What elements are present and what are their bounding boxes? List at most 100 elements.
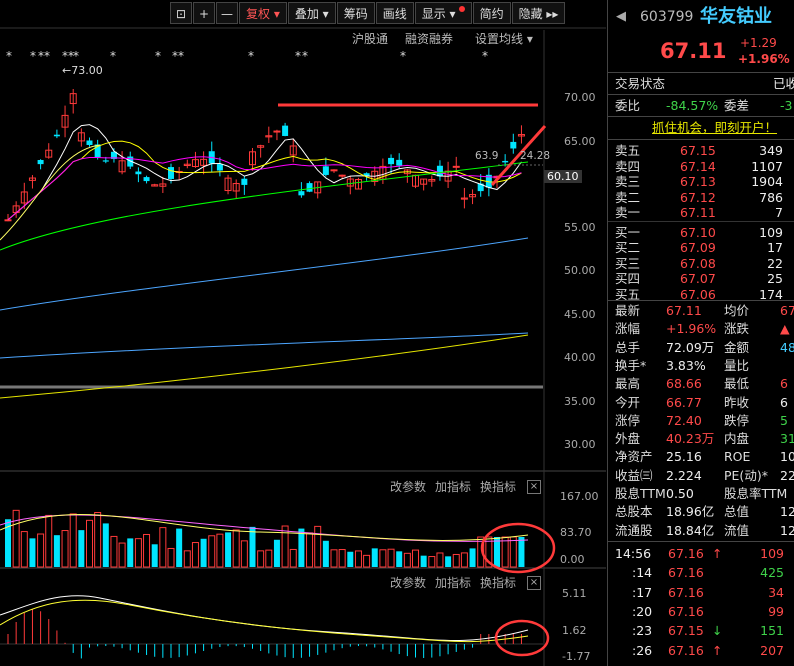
candle-body	[37, 160, 44, 165]
candlestick-chart[interactable]: * * * * * * * * * * * * * * * *	[0, 0, 606, 666]
stat-label: 最新	[615, 303, 641, 318]
volume-bar	[225, 532, 232, 567]
event-marker: *	[6, 49, 12, 63]
candle-body	[53, 134, 60, 137]
candle-body	[330, 169, 338, 172]
volume-bar	[396, 551, 403, 567]
order-price: 67.13	[680, 174, 716, 189]
vol-close-button[interactable]: ×	[527, 480, 541, 494]
stat-label: 净资产	[615, 449, 653, 465]
promo-link[interactable]: 抓住机会，即刻开户！	[652, 120, 778, 135]
stat-label: ROE	[724, 449, 751, 465]
chips-button[interactable]: 筹码	[336, 2, 375, 24]
volume-bar	[314, 525, 322, 568]
volume-bar	[257, 550, 265, 568]
macd-axis-label: -1.77	[562, 650, 591, 663]
candle-body	[241, 178, 248, 185]
stat-label: 跌停	[724, 412, 750, 428]
stat-value: 68.66	[666, 376, 702, 392]
candle-body	[265, 135, 273, 138]
stat-label: 股息率TTM	[724, 486, 788, 501]
order-price: 67.14	[680, 158, 716, 174]
stat-value: 72.09万	[666, 339, 715, 355]
margin-link[interactable]: 融资融券	[405, 32, 454, 46]
candle-body	[232, 183, 240, 192]
order-volume: 1107	[751, 158, 783, 174]
candle-body	[224, 177, 232, 192]
stat-value: 0.50	[666, 486, 694, 501]
macd-close-button[interactable]: ×	[527, 576, 541, 590]
tick-volume: 425	[760, 565, 784, 581]
overlay-menu[interactable]: 叠加 ▾	[287, 2, 336, 24]
price-axis-label: 40.00	[564, 351, 596, 364]
event-marker: *	[482, 49, 488, 63]
volume-bar	[298, 528, 305, 567]
volume-bar	[12, 509, 20, 568]
volume-bar	[436, 552, 444, 568]
display-menu[interactable]: 显示 ▾	[414, 2, 472, 24]
volume-bar	[37, 533, 45, 568]
macd-param-button[interactable]: 改参数	[390, 576, 427, 590]
volume-bar	[78, 530, 85, 567]
macd-add-indicator-button[interactable]: 加指标	[435, 576, 472, 590]
ma-early-line	[0, 144, 101, 241]
macd-switch-indicator-button[interactable]: 换指标	[480, 576, 517, 590]
tick-price: 67.16	[668, 565, 704, 581]
order-level-label: 卖五	[615, 143, 641, 158]
candle-body	[168, 167, 174, 179]
ma-setting-link[interactable]: 设置均线 ▾	[475, 32, 533, 46]
trend-line	[490, 124, 547, 187]
volume-bar	[232, 529, 240, 568]
candle-body	[306, 183, 313, 192]
stock-code: 603799	[640, 9, 694, 25]
stat-value: 10.1	[780, 449, 794, 465]
draw-line-button[interactable]: 画线	[375, 2, 414, 24]
stat-value: 5	[780, 412, 788, 428]
candle-body	[282, 125, 289, 136]
zoom-in-button[interactable]: +	[193, 2, 215, 24]
order-price: 67.09	[680, 240, 716, 255]
stat-value: ▲	[780, 321, 790, 337]
volume-bar	[69, 513, 77, 568]
volume-ma-line	[0, 514, 529, 541]
stat-label: 流通股	[615, 522, 653, 538]
candle-body	[86, 140, 93, 145]
adjust-menu[interactable]: 复权 ▾	[239, 2, 287, 24]
ma20-line	[7, 156, 522, 221]
event-marker: *	[400, 49, 406, 63]
stat-value: 22	[780, 467, 794, 483]
vol-param-button[interactable]: 改参数	[390, 480, 427, 494]
stat-label: PE(动)*	[724, 467, 768, 483]
zoom-out-button[interactable]: —	[216, 2, 238, 24]
weicha-value: -3	[780, 98, 793, 113]
candle-body	[110, 151, 117, 159]
macd-highlight-circle	[494, 619, 550, 657]
stat-value: 31.8	[780, 431, 794, 447]
order-level-label: 买三	[615, 255, 641, 271]
macd-axis-label: 5.11	[562, 587, 587, 600]
stat-label: 总股本	[615, 504, 653, 520]
volume-bar	[460, 552, 468, 568]
simple-button[interactable]: 简约	[472, 2, 511, 24]
back-arrow-icon[interactable]: ◀	[616, 9, 626, 24]
ma-long-line	[0, 332, 529, 359]
hgt-link[interactable]: 沪股通	[352, 32, 389, 46]
status-value: 已收	[773, 76, 794, 91]
volume-bar	[216, 533, 224, 568]
candle-body	[45, 149, 53, 158]
volume-bar	[509, 536, 517, 568]
stat-value: 67.11	[666, 303, 702, 318]
volume-bar	[86, 519, 93, 568]
event-marker: *	[68, 49, 74, 63]
volume-bar	[371, 548, 378, 567]
stat-value: 3.83%	[666, 357, 706, 373]
volume-bar	[240, 540, 248, 568]
square-icon[interactable]: ⊡	[170, 2, 192, 24]
hide-button[interactable]: 隐藏 ▸▸	[511, 2, 566, 24]
stat-value: 18.84亿	[666, 522, 715, 538]
order-volume: 7	[775, 205, 783, 220]
tick-time: :23	[632, 623, 653, 639]
candle-body	[77, 132, 85, 142]
vol-add-indicator-button[interactable]: 加指标	[435, 480, 472, 494]
vol-switch-indicator-button[interactable]: 换指标	[480, 480, 517, 494]
